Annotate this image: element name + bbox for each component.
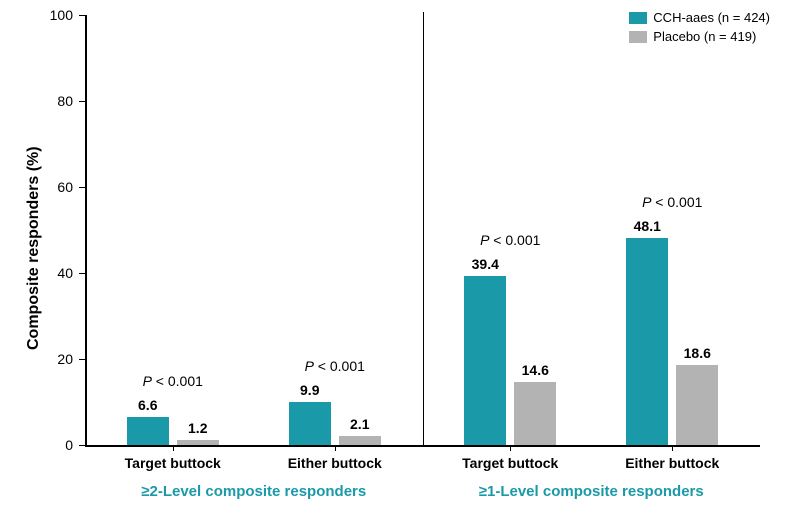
bar-value-label: 48.1: [634, 218, 661, 234]
x-tick-label: Either buttock: [288, 455, 382, 471]
y-tick-label: 100: [0, 7, 73, 23]
bar-value-label: 1.2: [188, 420, 207, 436]
y-tick-label: 20: [0, 351, 73, 367]
p-value-label: P < 0.001: [143, 373, 203, 389]
group-title: ≥1-Level composite responders: [479, 483, 704, 500]
x-tick: [672, 445, 673, 451]
legend-label: CCH-aaes (n = 424): [653, 10, 770, 25]
y-tick: [79, 273, 85, 274]
bar-value-label: 2.1: [350, 416, 369, 432]
bar: [177, 440, 219, 445]
group-title: ≥2-Level composite responders: [141, 483, 366, 500]
y-tick-label: 0: [0, 437, 73, 453]
legend-label: Placebo (n = 419): [653, 29, 756, 44]
bar-value-label: 18.6: [684, 345, 711, 361]
x-tick: [335, 445, 336, 451]
x-tick: [510, 445, 511, 451]
y-tick: [79, 445, 85, 446]
bar-value-label: 6.6: [138, 397, 157, 413]
p-value-label: P < 0.001: [305, 358, 365, 374]
responders-bar-chart: 020406080100Composite responders (%)6.61…: [0, 0, 800, 530]
bar: [626, 238, 668, 445]
y-tick: [79, 187, 85, 188]
bar: [127, 417, 169, 445]
x-tick-label: Target buttock: [125, 455, 221, 471]
legend-item: Placebo (n = 419): [629, 29, 770, 44]
bar-value-label: 14.6: [522, 362, 549, 378]
p-value-label: P < 0.001: [480, 232, 540, 248]
legend-swatch: [629, 12, 647, 24]
bar: [514, 382, 556, 445]
y-tick: [79, 15, 85, 16]
bar: [339, 436, 381, 445]
x-tick-label: Either buttock: [625, 455, 719, 471]
x-tick: [173, 445, 174, 451]
p-value-label: P < 0.001: [642, 194, 702, 210]
y-tick: [79, 359, 85, 360]
x-axis: [85, 445, 760, 447]
y-tick: [79, 101, 85, 102]
legend-swatch: [629, 31, 647, 43]
x-tick-label: Target buttock: [462, 455, 558, 471]
bar: [464, 276, 506, 445]
legend-item: CCH-aaes (n = 424): [629, 10, 770, 25]
bar: [676, 365, 718, 445]
group-divider: [423, 12, 424, 445]
y-axis-title: Composite responders (%): [25, 146, 43, 350]
bar-value-label: 39.4: [472, 256, 499, 272]
bar-value-label: 9.9: [300, 382, 319, 398]
bar: [289, 402, 331, 445]
y-axis: [85, 15, 87, 445]
y-tick-label: 80: [0, 93, 73, 109]
legend: CCH-aaes (n = 424) Placebo (n = 419): [629, 10, 770, 48]
